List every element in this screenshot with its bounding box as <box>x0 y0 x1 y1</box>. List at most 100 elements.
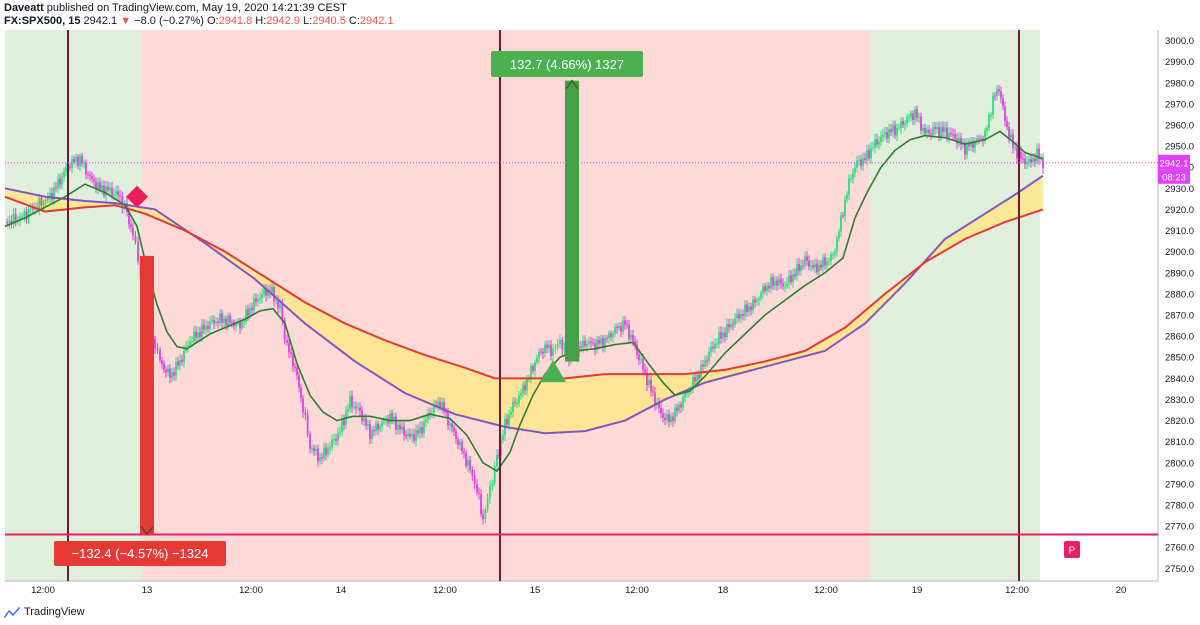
candle-body <box>636 344 638 355</box>
candle-body <box>405 435 407 437</box>
y-tick-label: 3000.0 <box>1165 36 1194 47</box>
candle-body <box>792 274 794 283</box>
candle-body <box>10 220 13 225</box>
candle-body <box>1040 158 1042 160</box>
candle-body <box>399 424 401 430</box>
tradingview-brand[interactable]: TradingView <box>4 606 85 618</box>
candle-body <box>776 280 778 286</box>
candle-body <box>290 352 292 355</box>
x-tick-label: 12:00 <box>433 585 457 596</box>
candle-body <box>349 396 351 410</box>
candle-body <box>804 256 806 266</box>
candle-body <box>594 343 596 350</box>
candle-body <box>105 186 107 196</box>
candle-body <box>634 341 636 345</box>
candle-body <box>716 343 718 345</box>
candle-body <box>179 359 181 366</box>
candle-body <box>397 424 399 430</box>
x-tick-label: 12:00 <box>1005 585 1029 596</box>
candle-body <box>880 136 882 142</box>
candle-body <box>121 196 124 208</box>
candle-body <box>720 332 722 339</box>
candle-body <box>770 277 772 289</box>
high-value: 2942.9 <box>266 15 300 27</box>
candle-body <box>343 420 345 425</box>
candle-body <box>644 369 646 373</box>
candle-body <box>654 392 656 406</box>
candle-body <box>992 95 994 115</box>
candle-body <box>826 261 828 266</box>
candle-body <box>584 340 586 347</box>
candle-body <box>482 514 484 520</box>
close-value: 2942.1 <box>359 15 394 27</box>
candle-body <box>728 324 730 328</box>
candle-body <box>77 156 79 167</box>
candle-body <box>888 128 890 139</box>
candle-body <box>101 185 103 190</box>
candle-body <box>132 227 134 236</box>
candle-body <box>524 384 526 391</box>
candle-body <box>193 331 195 342</box>
candle-body <box>445 411 447 413</box>
x-tick-label: 15 <box>530 585 541 596</box>
candle-body <box>794 274 796 276</box>
last-price-axis-label: 2942.1 <box>1159 158 1188 169</box>
candle-body <box>63 172 65 177</box>
candle-body <box>245 309 247 322</box>
candle-body <box>608 333 610 339</box>
x-tick-label: 14 <box>336 585 347 596</box>
candle-body <box>694 377 696 382</box>
candle-body <box>251 307 253 311</box>
candle-body <box>367 424 369 426</box>
mid-ma-line <box>4 195 1044 380</box>
last-price: 2942.1 <box>83 15 118 27</box>
candle-body <box>99 182 101 190</box>
candle-body <box>201 324 203 338</box>
candle-body <box>467 460 469 467</box>
candle-body <box>107 186 109 191</box>
candle-body <box>12 213 15 225</box>
candle-body <box>31 208 34 210</box>
long-measure-arrowhead <box>565 79 579 90</box>
candle-body <box>928 129 930 134</box>
candle-body <box>940 126 942 137</box>
candle-body <box>211 319 213 322</box>
candle-body <box>253 298 255 311</box>
candle-body <box>443 402 445 412</box>
candle-body <box>294 366 296 368</box>
candle-body <box>760 293 762 299</box>
x-tick-label: 12:00 <box>239 585 263 596</box>
candle-body <box>758 298 760 301</box>
candle-body <box>620 325 622 332</box>
candle-body <box>988 115 990 128</box>
candle-body <box>273 287 275 301</box>
candle-body <box>628 324 630 339</box>
x-tick-label: 20 <box>1116 585 1127 596</box>
candle-body <box>165 369 167 373</box>
candle-body <box>854 167 856 173</box>
symbol-label: FX:SPX500, 15 <box>4 15 81 27</box>
candle-body <box>73 158 75 162</box>
short-measure-label-box <box>54 541 226 566</box>
candle-body <box>355 406 357 409</box>
candle-body <box>668 414 670 422</box>
candle-body <box>209 321 211 330</box>
candle-body <box>764 286 766 292</box>
candle-body <box>69 166 71 168</box>
candle-body <box>722 332 724 339</box>
candle-body <box>235 322 237 327</box>
candle-body <box>395 416 397 430</box>
candle-body <box>510 411 512 416</box>
candle-body <box>261 293 263 299</box>
candle-body <box>493 465 496 484</box>
candle-body <box>427 413 429 420</box>
candle-body <box>972 141 974 148</box>
candle-body <box>784 286 786 288</box>
candle-body <box>275 300 277 302</box>
candle-body <box>692 377 694 389</box>
candle-body <box>309 434 311 449</box>
candle-body <box>998 89 1000 92</box>
candle-body <box>1026 162 1028 165</box>
candle-body <box>660 407 662 414</box>
